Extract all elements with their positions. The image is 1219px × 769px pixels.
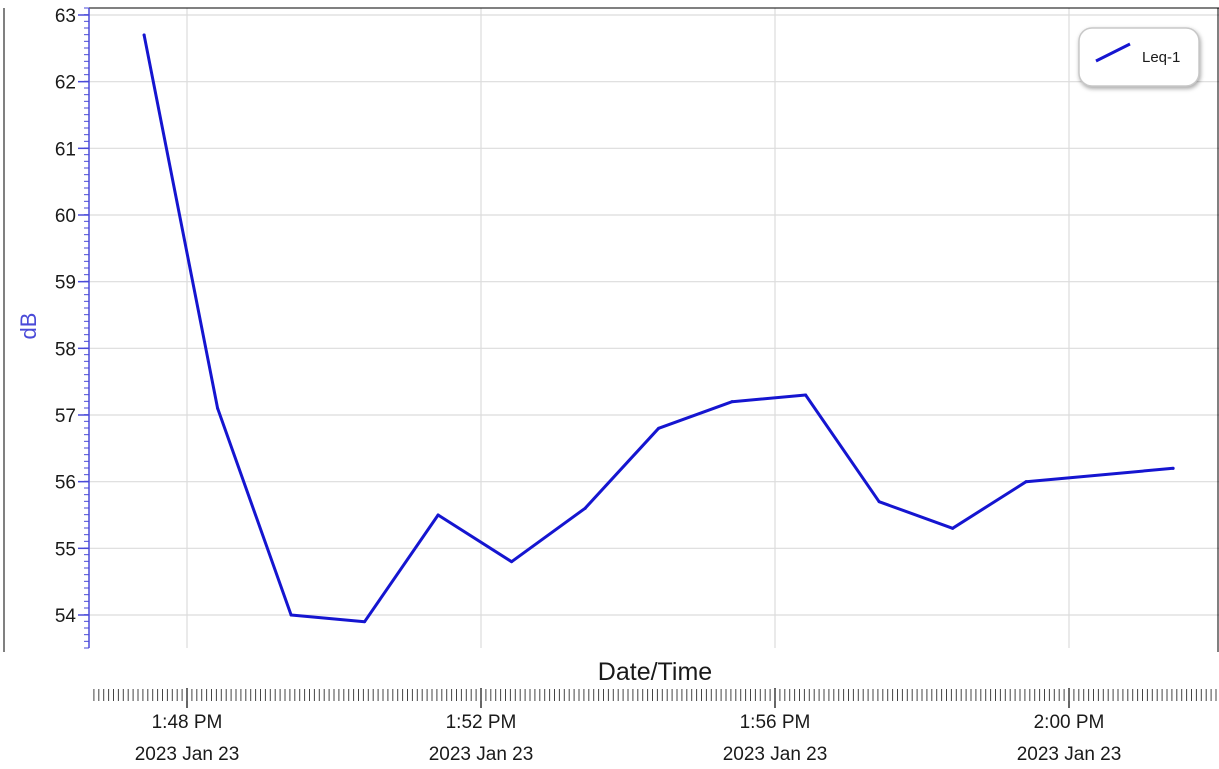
data-point <box>510 560 514 564</box>
series-line-0 <box>142 33 1175 624</box>
grid <box>89 8 1219 648</box>
data-point <box>583 506 587 510</box>
legend: Leq-1 <box>1078 27 1200 87</box>
plot-area <box>89 8 1219 648</box>
y-tick-label: 61 <box>55 139 76 160</box>
y-tick-label: 63 <box>55 6 76 27</box>
y-axis: 54 55 56 57 58 59 60 61 62 63 <box>55 6 90 649</box>
data-point <box>1171 466 1175 470</box>
legend-label: Leq-1 <box>1142 49 1180 66</box>
data-point <box>1024 480 1028 484</box>
data-point <box>363 620 367 624</box>
data-point <box>951 526 955 530</box>
legend-box <box>1078 27 1200 87</box>
x-tick-time-label: 2:00 PM <box>1034 712 1105 733</box>
data-point <box>657 426 661 430</box>
data-point <box>730 400 734 404</box>
x-tick-date-label: 2023 Jan 23 <box>135 744 240 765</box>
x-tick-time-label: 1:48 PM <box>152 712 223 733</box>
x-axis-title: Date/Time <box>598 658 712 686</box>
x-tick-time-label: 1:56 PM <box>740 712 811 733</box>
series-layer <box>142 33 1175 624</box>
y-tick-label: 62 <box>55 73 76 94</box>
y-tick-label: 59 <box>55 273 76 294</box>
y-tick-label: 56 <box>55 473 76 494</box>
y-tick-label: 54 <box>55 606 77 627</box>
x-tick-date-label: 2023 Jan 23 <box>429 744 534 765</box>
x-tick-time-label: 1:52 PM <box>446 712 517 733</box>
data-point <box>216 406 220 410</box>
legend-swatch <box>1095 42 1131 63</box>
y-tick-label: 57 <box>55 406 76 427</box>
x-axis: 1:48 PM 2023 Jan 23 1:52 PM 2023 Jan 23 1:56… <box>93 688 1217 765</box>
x-tick-date-label: 2023 Jan 23 <box>1017 744 1122 765</box>
data-point <box>804 393 808 397</box>
data-point <box>436 513 440 517</box>
data-point <box>289 613 293 617</box>
x-tick-date-label: 2023 Jan 23 <box>723 744 828 765</box>
data-point <box>142 33 146 37</box>
y-tick-label: 55 <box>55 539 76 560</box>
y-tick-label: 58 <box>55 339 76 360</box>
y-tick-label: 60 <box>55 206 76 227</box>
data-point <box>877 500 881 504</box>
y-axis-title: dB <box>16 313 41 340</box>
